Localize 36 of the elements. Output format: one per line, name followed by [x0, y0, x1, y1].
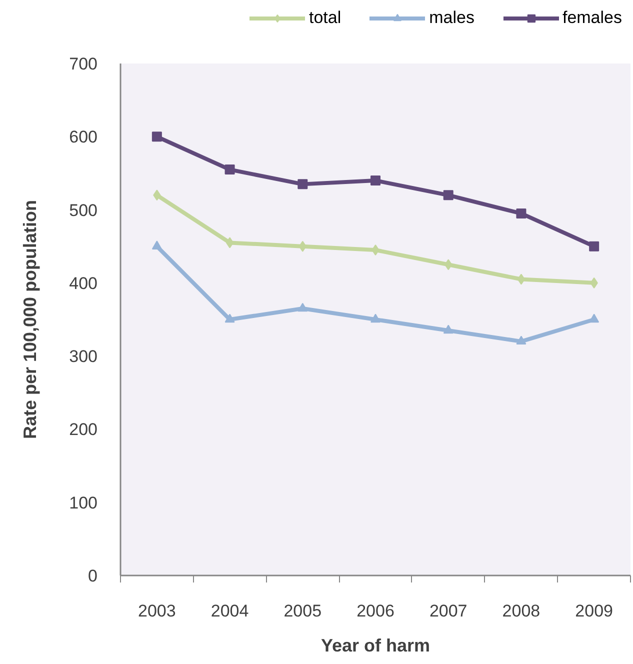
y-tick-label: 500 — [69, 200, 98, 220]
x-axis-title: Year of harm — [320, 636, 430, 656]
x-tick-label: 2005 — [284, 602, 322, 620]
y-tick-label: 0 — [88, 566, 98, 586]
point — [516, 336, 526, 345]
y-tick-label: 700 — [69, 54, 98, 74]
x-tick-label: 2003 — [138, 602, 176, 620]
point — [370, 314, 380, 323]
y-tick-label: 300 — [69, 347, 98, 366]
legend-label: total — [308, 8, 342, 28]
point — [152, 240, 162, 250]
y-tick-label: 400 — [69, 274, 98, 293]
x-tick-label: 2007 — [429, 602, 468, 620]
point — [226, 237, 234, 248]
x-tick-label: 2008 — [502, 602, 540, 620]
point — [589, 241, 600, 252]
point — [517, 274, 526, 285]
point — [298, 302, 308, 312]
point — [224, 314, 235, 323]
point — [443, 324, 454, 334]
point — [443, 190, 454, 200]
point — [589, 314, 600, 323]
y-tick-label: 100 — [69, 493, 98, 512]
y-axis-title: Rate per 100,000 population — [20, 200, 40, 440]
point — [516, 208, 526, 218]
legend-label: females — [562, 8, 622, 28]
legend-label: males — [429, 8, 474, 28]
x-tick-label: 2006 — [356, 602, 394, 620]
point — [370, 176, 380, 186]
point — [298, 179, 308, 190]
point — [152, 132, 162, 142]
y-tick-label: 600 — [69, 128, 98, 147]
y-tick-label: 200 — [69, 420, 98, 440]
point — [224, 164, 235, 175]
x-tick-label: 2004 — [210, 602, 249, 620]
x-tick-label: 2009 — [575, 602, 613, 620]
